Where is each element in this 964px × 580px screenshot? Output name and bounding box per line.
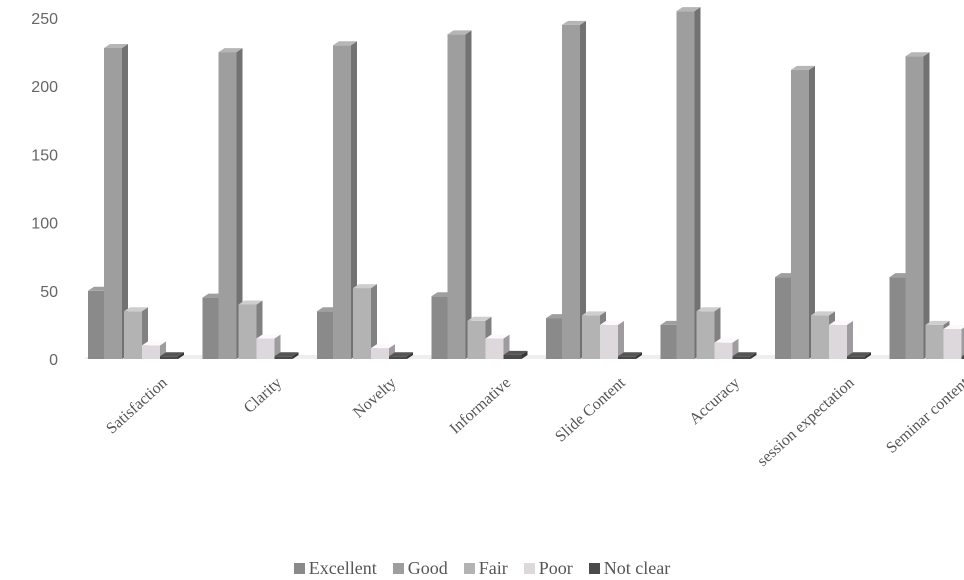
- bar: [847, 352, 871, 359]
- bar: [676, 7, 701, 360]
- y-tick-label: 50: [40, 284, 58, 301]
- bar-group-accuracy: [660, 7, 757, 360]
- bar: [333, 41, 357, 359]
- legend-swatch: [588, 563, 600, 574]
- bar: [732, 352, 757, 359]
- legend-label: Not clear: [603, 558, 671, 578]
- x-category-label: Slide Content: [552, 374, 629, 446]
- legend-label: Fair: [478, 558, 508, 578]
- legend-item: Good: [392, 558, 448, 579]
- x-category-label: Accuracy: [686, 374, 743, 428]
- legend-label: Excellent: [308, 558, 377, 578]
- legend-item: Fair: [463, 558, 508, 579]
- y-tick-label: 200: [31, 79, 58, 96]
- x-category-label: session expectation: [754, 374, 858, 470]
- bar-group-informative: [431, 30, 528, 359]
- chart-plot: 0 50 100 150 200 250 Satisfaction Clarity Novelt…: [31, 7, 964, 470]
- y-tick-label: 150: [31, 147, 58, 164]
- y-tick-label: 250: [31, 11, 58, 28]
- bar: [447, 30, 472, 359]
- bar: [961, 354, 964, 359]
- legend-swatch: [523, 563, 535, 574]
- x-category-label: Satisfaction: [103, 374, 171, 437]
- bar: [829, 320, 853, 359]
- chart-legend: Excellent Good Fair Poor Not clear: [0, 558, 964, 579]
- bar: [618, 352, 642, 359]
- legend-swatch: [392, 563, 404, 574]
- bar: [256, 334, 281, 359]
- bar-group-session-expectation: [775, 65, 871, 359]
- bar: [503, 350, 528, 359]
- bar: [943, 324, 964, 359]
- bar-group-seminar-content: [889, 52, 964, 359]
- bar: [791, 65, 815, 359]
- legend-swatch: [293, 563, 305, 574]
- legend-item: Poor: [523, 558, 573, 579]
- bar-group-clarity: [202, 48, 299, 359]
- bar: [104, 44, 128, 360]
- bar-group-novelty: [317, 41, 413, 359]
- legend-item: Not clear: [588, 558, 671, 579]
- bar: [389, 352, 413, 359]
- legend-swatch: [463, 563, 475, 574]
- legend-label: Good: [407, 558, 448, 578]
- bar-group-satisfaction: [88, 44, 184, 360]
- bar: [714, 338, 739, 359]
- bar: [353, 284, 377, 359]
- x-category-label: Seminar content: [883, 374, 964, 457]
- bar-group-slide-content: [546, 20, 642, 359]
- x-category-label: Novelty: [350, 374, 400, 421]
- bar: [160, 352, 184, 359]
- x-category-label: Clarity: [241, 374, 285, 416]
- y-tick-label: 0: [49, 352, 58, 369]
- bar: [218, 48, 243, 359]
- legend-item: Excellent: [293, 558, 377, 579]
- legend-label: Poor: [538, 558, 573, 578]
- x-category-label: Informative: [447, 374, 515, 437]
- bar: [600, 320, 624, 359]
- y-tick-label: 100: [31, 216, 58, 233]
- bar: [142, 341, 166, 359]
- bar: [905, 52, 930, 359]
- bar: [562, 20, 586, 359]
- bar: [274, 352, 299, 359]
